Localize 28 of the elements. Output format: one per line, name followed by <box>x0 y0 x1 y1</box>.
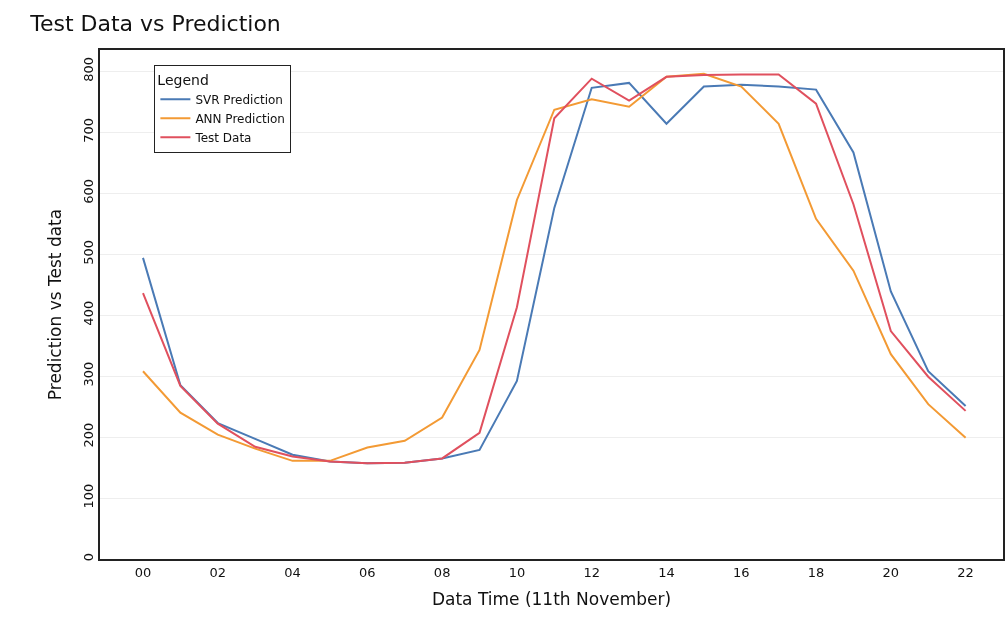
x-tick-label: 22 <box>957 564 974 580</box>
chart-title: Test Data vs Prediction <box>29 10 281 36</box>
y-tick-label: 200 <box>80 422 96 448</box>
x-tick-label: 08 <box>433 564 451 580</box>
x-tick-label: 00 <box>134 564 152 580</box>
y-axis-title: Prediction vs Test data <box>44 208 65 401</box>
x-tick-label: 12 <box>583 564 600 580</box>
y-tick-label: 100 <box>80 483 96 509</box>
y-tick-label: 500 <box>80 239 96 265</box>
legend-label: ANN Prediction <box>195 111 285 126</box>
x-tick-label: 16 <box>732 564 750 580</box>
y-tick-label: 400 <box>80 300 96 326</box>
legend-title: Legend <box>157 71 209 88</box>
legend-label: SVR Prediction <box>195 92 283 107</box>
x-tick-label: 02 <box>209 564 227 580</box>
x-tick-label: 10 <box>508 564 526 580</box>
x-axis-title: Data Time (11th November) <box>431 589 672 610</box>
x-tick-label: 20 <box>882 564 900 580</box>
x-tick-label: 18 <box>807 564 825 580</box>
legend-label: Test Data <box>194 130 252 145</box>
y-tick-label: 800 <box>80 56 96 82</box>
x-tick-label: 04 <box>284 564 301 580</box>
y-tick-label: 0 <box>80 552 96 562</box>
x-tick-label: 06 <box>359 564 376 580</box>
y-tick-label: 600 <box>80 178 96 204</box>
x-tick-label: 14 <box>658 564 675 580</box>
y-tick-label: 300 <box>80 361 96 387</box>
y-tick-label: 700 <box>80 117 96 143</box>
